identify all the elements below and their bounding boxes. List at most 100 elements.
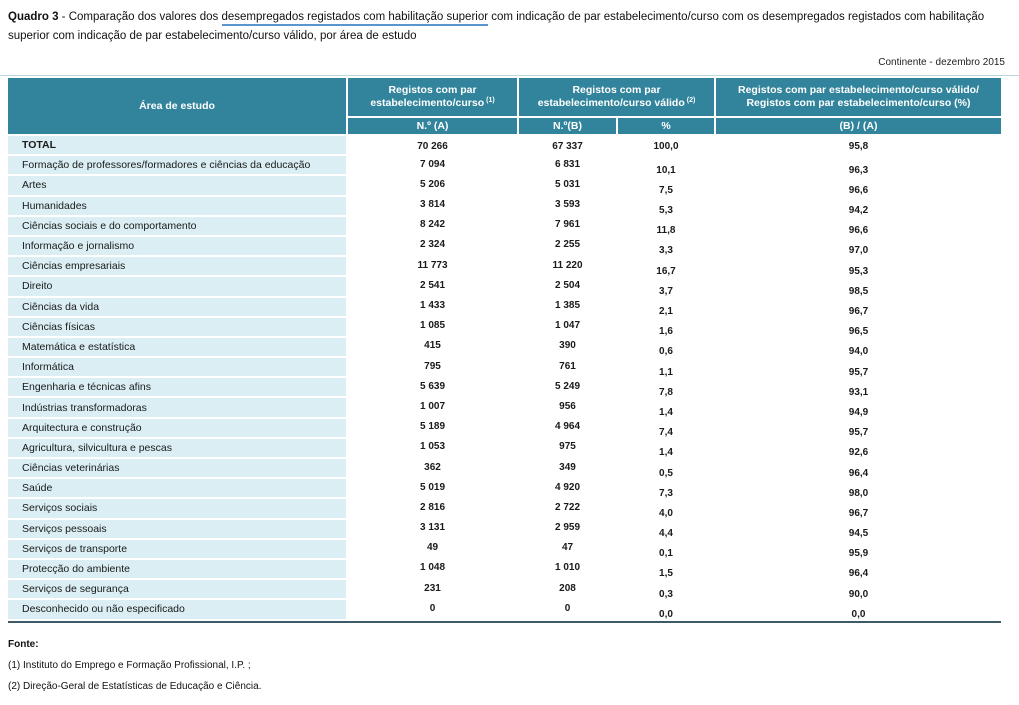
cell-area-de-estudo: Direito	[8, 277, 346, 298]
cell-n-b: 0	[519, 600, 616, 621]
cell-n-b: 11 220	[519, 257, 616, 278]
subheader-n-a: N.º (A)	[348, 118, 517, 134]
page-title: Quadro 3 - Comparação dos valores dos de…	[8, 8, 1011, 46]
source-2: (2) Direção-Geral de Estatísticas de Edu…	[8, 680, 262, 692]
cell-percent: 16,7	[618, 257, 714, 278]
table-row: Formação de professores/formadores e ciê…	[8, 156, 1001, 177]
cell-n-b: 47	[519, 539, 616, 560]
cell-area-de-estudo: Ciências da vida	[8, 297, 346, 318]
subheader-n-b: N.º(B)	[519, 118, 616, 134]
header-text: estabelecimento/curso	[370, 97, 485, 109]
table-bottom-border	[8, 620, 1001, 623]
cell-percent: 7,3	[618, 479, 714, 500]
cell-area-de-estudo: Serviços pessoais	[8, 519, 346, 540]
cell-area-de-estudo: Ciências veterinárias	[8, 459, 346, 480]
cell-area-de-estudo: Serviços sociais	[8, 499, 346, 520]
underlined-phrase: desempregados registados com habilitação…	[221, 11, 489, 26]
table-row: TOTAL 70 266 67 337 100,0 95,8	[8, 136, 1001, 157]
cell-area-de-estudo: Indústrias transformadoras	[8, 398, 346, 419]
cell-percent: 4,4	[618, 519, 714, 540]
cell-b-over-a: 96,3	[716, 156, 1001, 177]
table-row: Ciências veterinárias 362 349 0,5 96,4	[8, 459, 1001, 480]
cell-b-over-a: 96,6	[716, 176, 1001, 197]
cell-percent: 7,8	[618, 378, 714, 399]
table-row: Direito 2 541 2 504 3,7 98,5	[8, 277, 1001, 298]
cell-n-b: 208	[519, 580, 616, 601]
cell-n-a: 5 206	[348, 176, 517, 197]
cell-n-b: 5 031	[519, 176, 616, 197]
cell-area-de-estudo: Serviços de segurança	[8, 580, 346, 601]
footer: Fonte: (1) Instituto do Emprego e Formaç…	[8, 639, 1019, 693]
cell-percent: 1,4	[618, 398, 714, 419]
cell-percent: 1,4	[618, 438, 714, 459]
cell-percent: 2,1	[618, 297, 714, 318]
cell-area-de-estudo: Engenharia e técnicas afins	[8, 378, 346, 399]
header-registos-par-curso-valido: Registos com par estabelecimento/curso v…	[519, 78, 714, 116]
table-row: Serviços de transporte 49 47 0,1 95,9	[8, 539, 1001, 560]
cell-n-a: 5 019	[348, 479, 517, 500]
cell-n-b: 761	[519, 358, 616, 379]
document-page: Quadro 3 - Comparação dos valores dos de…	[0, 8, 1019, 693]
table-row: Indústrias transformadoras 1 007 956 1,4…	[8, 398, 1001, 419]
cell-b-over-a: 96,4	[716, 559, 1001, 581]
cell-b-over-a: 96,5	[716, 317, 1001, 338]
cell-percent: 1,1	[618, 358, 714, 379]
cell-n-a: 11 773	[348, 257, 517, 278]
cell-area-de-estudo: Formação de professores/formadores e ciê…	[8, 156, 346, 177]
cell-n-b: 4 920	[519, 479, 616, 500]
table-row: Humanidades 3 814 3 593 5,3 94,2	[8, 196, 1001, 217]
cell-b-over-a: 95,3	[716, 257, 1001, 278]
cell-n-a: 8 242	[348, 216, 517, 237]
table-row: Agricultura, silvicultura e pescas 1 053…	[8, 438, 1001, 459]
cell-percent: 3,7	[618, 277, 714, 298]
cell-n-a: 3 131	[348, 519, 517, 540]
header-line: Registos com par	[572, 84, 661, 96]
table-row: Serviços de segurança 231 208 0,3 90,0	[8, 580, 1001, 601]
cell-percent: 0,1	[618, 539, 714, 560]
cell-n-a: 795	[348, 358, 517, 379]
cell-area-de-estudo: Arquitectura e construção	[8, 418, 346, 439]
cell-n-a: 1 053	[348, 438, 517, 459]
cell-n-a: 7 094	[348, 156, 517, 177]
cell-n-a: 49	[348, 539, 517, 560]
cell-n-a: 5 189	[348, 418, 517, 439]
header-line: estabelecimento/curso (1)	[370, 97, 494, 110]
header-registos-par-curso: Registos com par estabelecimento/curso (1…	[348, 78, 517, 116]
table-row: Informação e jornalismo 2 324 2 255 3,3 …	[8, 236, 1001, 258]
cell-b-over-a: 97,0	[716, 236, 1001, 258]
cell-n-b: 2 255	[519, 236, 616, 258]
cell-n-a: 1 085	[348, 317, 517, 338]
table-row: Informática 795 761 1,1 95,7	[8, 358, 1001, 379]
cell-b-over-a: 94,0	[716, 337, 1001, 359]
cell-b-over-a: 95,9	[716, 539, 1001, 560]
cell-area-de-estudo: Desconhecido ou não especificado	[8, 600, 346, 621]
cell-area-de-estudo: Ciências sociais e do comportamento	[8, 216, 346, 237]
cell-b-over-a: 95,7	[716, 358, 1001, 379]
cell-n-b: 6 831	[519, 156, 616, 177]
cell-b-over-a: 96,4	[716, 459, 1001, 480]
subheader-b-over-a: (B) / (A)	[716, 118, 1001, 134]
table-row: Protecção do ambiente 1 048 1 010 1,5 96…	[8, 559, 1001, 581]
header-line: estabelecimento/curso válido (2)	[538, 97, 696, 110]
cell-b-over-a: 96,6	[716, 216, 1001, 237]
cell-b-over-a: 94,2	[716, 196, 1001, 217]
cell-n-b: 1 047	[519, 317, 616, 338]
cell-area-de-estudo: Informação e jornalismo	[8, 236, 346, 258]
table-row: Ciências da vida 1 433 1 385 2,1 96,7	[8, 297, 1001, 318]
cell-b-over-a: 0,0	[716, 600, 1001, 621]
cell-n-b: 5 249	[519, 378, 616, 399]
cell-n-a: 3 814	[348, 196, 517, 217]
cell-b-over-a: 96,7	[716, 499, 1001, 520]
header-line: Registos com par estabelecimento/curso (…	[746, 97, 971, 109]
cell-b-over-a: 90,0	[716, 580, 1001, 601]
table-row: Artes 5 206 5 031 7,5 96,6	[8, 176, 1001, 197]
footnote-marker-2: (2)	[686, 97, 696, 104]
cell-n-a: 1 048	[348, 559, 517, 581]
cell-percent: 3,3	[618, 236, 714, 258]
cell-n-a: 5 639	[348, 378, 517, 399]
cell-b-over-a: 98,0	[716, 479, 1001, 500]
cell-area-de-estudo: Saúde	[8, 479, 346, 500]
cell-n-b: 1 010	[519, 559, 616, 581]
cell-n-b: 975	[519, 438, 616, 459]
cell-n-b: 1 385	[519, 297, 616, 318]
